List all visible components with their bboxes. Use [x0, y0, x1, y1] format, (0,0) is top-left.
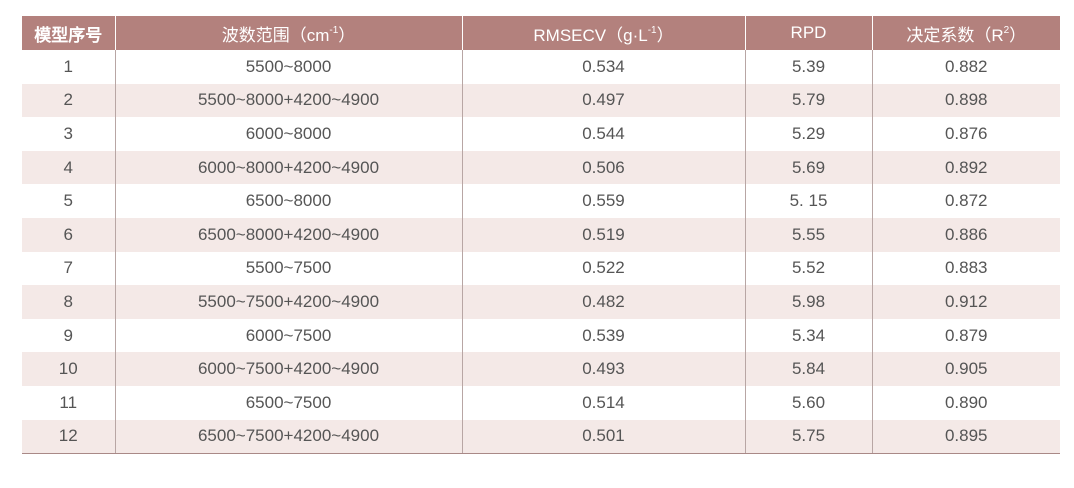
table-row: 5 6500~8000 0.559 5. 15 0.872	[22, 184, 1060, 218]
table-cell: 6500~7500+4200~4900	[114, 419, 462, 455]
table-cell: 0.886	[871, 217, 1060, 252]
table-cell: 5.98	[744, 285, 872, 319]
header-text: 决定系数（R	[906, 25, 1004, 45]
table-cell: 0.895	[871, 419, 1060, 455]
table-cell: 5.34	[744, 318, 872, 353]
table-cell: 3	[63, 123, 73, 143]
table-cell: 0.883	[871, 251, 1060, 286]
table-body: 1 5500~8000 0.534 5.39 0.882 2 5500~8000+4200~…	[22, 50, 1060, 455]
header-row: 模型序号 波数范围（cm-1） RMSECV（g·L-1） RPD 决定系数（R2）	[22, 16, 1060, 50]
table-cell: 0.501	[461, 419, 745, 455]
table-cell: 0.879	[871, 318, 1060, 353]
table-cell: 10	[22, 352, 115, 386]
table-cell: 5.55	[744, 217, 872, 252]
table-cell: 0.905	[871, 352, 1060, 386]
table-cell: 5.39	[744, 50, 872, 84]
table-cell: 0.519	[461, 217, 745, 252]
table-cell: 0.872	[871, 184, 1060, 218]
table-cell: 5.29	[744, 117, 872, 151]
table-cell: 5500~8000	[114, 50, 462, 84]
table-row: 2 5500~8000+4200~4900 0.497 5.79 0.898	[22, 83, 1060, 118]
table-cell: 1	[63, 56, 73, 76]
table-cell: 5	[63, 191, 73, 211]
table-cell: 5.79	[744, 83, 872, 118]
table-cell: 12	[22, 419, 115, 455]
table-cell: 5500~7500	[114, 251, 462, 286]
table-row: 10 6000~7500+4200~4900 0.493 5.84 0.905	[22, 352, 1060, 386]
header-text: ）	[1009, 25, 1027, 45]
header-cell: 波数范围（cm-1）	[114, 16, 462, 50]
table-cell: 6000~7500	[114, 318, 462, 353]
table-cell: 9	[63, 325, 73, 345]
table-cell: 0.544	[461, 117, 745, 151]
data-table: 模型序号 波数范围（cm-1） RMSECV（g·L-1） RPD 决定系数（R2） 1…	[22, 16, 1060, 455]
table-cell: 0.882	[871, 50, 1060, 84]
table-cell: 5.52	[744, 251, 872, 286]
table-cell: 0.506	[461, 150, 745, 185]
table-cell: 0.493	[461, 352, 745, 386]
header-text: RMSECV（g·L	[533, 25, 648, 45]
table-cell: 5. 15	[744, 184, 872, 218]
header-cell: 决定系数（R2）	[871, 16, 1060, 50]
table-cell: 5.60	[744, 385, 872, 420]
table-cell: 0.534	[461, 50, 745, 84]
table-cell: 0.559	[461, 184, 745, 218]
header-cell: RMSECV（g·L-1）	[461, 16, 745, 50]
table-cell: 7	[63, 258, 73, 278]
header-text: 模型序号	[34, 25, 103, 45]
table-cell: 6500~7500	[114, 385, 462, 420]
table-cell: 6000~7500+4200~4900	[114, 352, 462, 386]
table-cell: 2	[22, 83, 115, 118]
table-row: 6 6500~8000+4200~4900 0.519 5.55 0.886	[22, 217, 1060, 252]
header-sup: 2	[1003, 24, 1010, 36]
table-cell: 4	[22, 150, 115, 185]
table-cell: 0.539	[461, 318, 745, 353]
table-row: 12 6500~7500+4200~4900 0.501 5.75 0.895	[22, 419, 1060, 455]
table-row: 7 5500~7500 0.522 5.52 0.883	[22, 251, 1060, 286]
table-row: 3 6000~8000 0.544 5.29 0.876	[22, 117, 1060, 151]
table-cell: 0.514	[461, 385, 745, 420]
header-sup: -1	[329, 24, 339, 36]
table-cell: 5.84	[744, 352, 872, 386]
header-cell: RPD	[744, 16, 872, 50]
table-cell: 6	[22, 217, 115, 252]
table-cell: 5500~7500+4200~4900	[114, 285, 462, 319]
table-row: 4 6000~8000+4200~4900 0.506 5.69 0.892	[22, 150, 1060, 185]
table-cell: 0.912	[871, 285, 1060, 319]
header-sup: -1	[647, 24, 657, 36]
table-cell: 5.69	[744, 150, 872, 185]
table-cell: 0.522	[461, 251, 745, 286]
table-cell: 6000~8000	[114, 117, 462, 151]
header-cell: 模型序号	[22, 16, 115, 50]
table-row: 8 5500~7500+4200~4900 0.482 5.98 0.912	[22, 285, 1060, 319]
table-cell: 6500~8000	[114, 184, 462, 218]
header-text: RPD	[790, 23, 827, 42]
table-row: 11 6500~7500 0.514 5.60 0.890	[22, 385, 1060, 420]
table-cell: 0.876	[871, 117, 1060, 151]
header-text: ）	[338, 25, 356, 45]
table-row: 1 5500~8000 0.534 5.39 0.882	[22, 50, 1060, 84]
table-cell: 11	[59, 392, 78, 412]
table-row: 9 6000~7500 0.539 5.34 0.879	[22, 318, 1060, 353]
header-text: 波数范围（cm	[221, 25, 330, 45]
table-cell: 0.482	[461, 285, 745, 319]
table-cell: 5.75	[744, 419, 872, 455]
table-cell: 6000~8000+4200~4900	[114, 150, 462, 185]
table-cell: 0.890	[871, 385, 1060, 420]
table-cell: 0.892	[871, 150, 1060, 185]
table-cell: 0.898	[871, 83, 1060, 118]
table-cell: 5500~8000+4200~4900	[114, 83, 462, 118]
header-text: ）	[656, 25, 674, 45]
table-cell: 6500~8000+4200~4900	[114, 217, 462, 252]
table-cell: 8	[22, 285, 115, 319]
table-cell: 0.497	[461, 83, 745, 118]
